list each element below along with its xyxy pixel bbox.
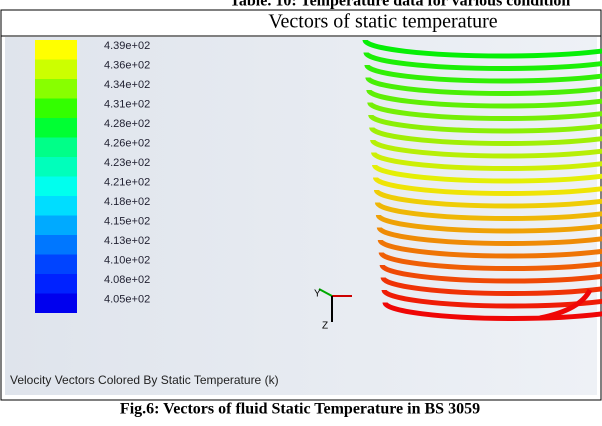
axis-y: Y: [314, 289, 321, 300]
legend-swatch: [35, 274, 77, 294]
figure-caption: Fig.6: Vectors of fluid Static Temperatu…: [120, 401, 480, 418]
legend-swatch: [35, 137, 77, 157]
legend-label: 4.39e+02: [104, 40, 150, 52]
coil-turn: [363, 51, 602, 71]
table-border: [0, 9, 602, 401]
coil-turn: [367, 101, 602, 121]
legend-label: 4.36e+02: [104, 59, 150, 71]
legend-label: 4.21e+02: [104, 176, 150, 188]
axes-triad: Y Z: [314, 288, 352, 332]
coil-turn: [366, 89, 602, 109]
legend-label: 4.05e+02: [104, 293, 150, 305]
legend-swatch: [35, 59, 77, 79]
coil-turn: [370, 139, 602, 159]
coil-turn: [369, 126, 602, 146]
table-header: Vectors of static temperature: [268, 11, 497, 33]
legend-label: 4.34e+02: [104, 79, 150, 91]
legend-label: 4.10e+02: [104, 254, 150, 266]
coil-tail: [539, 288, 593, 321]
table-caption: Table. 10: Temperature data for various …: [230, 0, 571, 10]
legend-swatch: [35, 40, 77, 60]
coil-turn: [381, 289, 602, 309]
legend-swatch: [35, 254, 77, 274]
legend-label: 4.18e+02: [104, 196, 150, 208]
legend-swatch: [35, 293, 77, 313]
coil-turn: [362, 39, 602, 59]
figure-description: Velocity Vectors Colored By Static Tempe…: [10, 373, 279, 387]
legend-swatch: [35, 79, 77, 99]
legend-swatch: [35, 215, 77, 235]
coil: [362, 39, 602, 321]
legend-swatch: [35, 118, 77, 138]
coil-turn: [373, 189, 602, 209]
legend-label: 4.26e+02: [104, 137, 150, 149]
coil-turn: [372, 176, 602, 196]
legend-swatch: [35, 176, 77, 196]
coil-turn: [372, 164, 602, 184]
coil-turn: [376, 226, 602, 246]
legend-swatch: [35, 98, 77, 118]
legend: 4.39e+02 4.36e+02 4.34e+02 4.31e+02 4.28e+02…: [35, 40, 150, 313]
coil-turn: [374, 201, 602, 221]
legend-label: 4.28e+02: [104, 118, 150, 130]
coil-turn: [378, 251, 602, 271]
legend-swatch: [35, 235, 77, 255]
axis-z: Z: [322, 321, 328, 332]
legend-label: 4.15e+02: [104, 215, 150, 227]
legend-swatch: [35, 157, 77, 177]
legend-label: 4.13e+02: [104, 235, 150, 247]
coil-turn: [382, 301, 602, 321]
coil-turn: [371, 151, 602, 172]
legend-label: 4.23e+02: [104, 157, 150, 169]
coil-turn: [379, 264, 602, 284]
legend-label: 4.08e+02: [104, 274, 150, 286]
coil-turn: [380, 276, 602, 296]
coil-turn: [375, 214, 602, 234]
coil-turn: [364, 64, 602, 84]
legend-label: 4.31e+02: [104, 98, 150, 110]
legend-swatch: [35, 196, 77, 216]
coil-turn: [377, 239, 602, 259]
coil-turn: [368, 114, 602, 134]
coil-turn: [365, 76, 602, 97]
